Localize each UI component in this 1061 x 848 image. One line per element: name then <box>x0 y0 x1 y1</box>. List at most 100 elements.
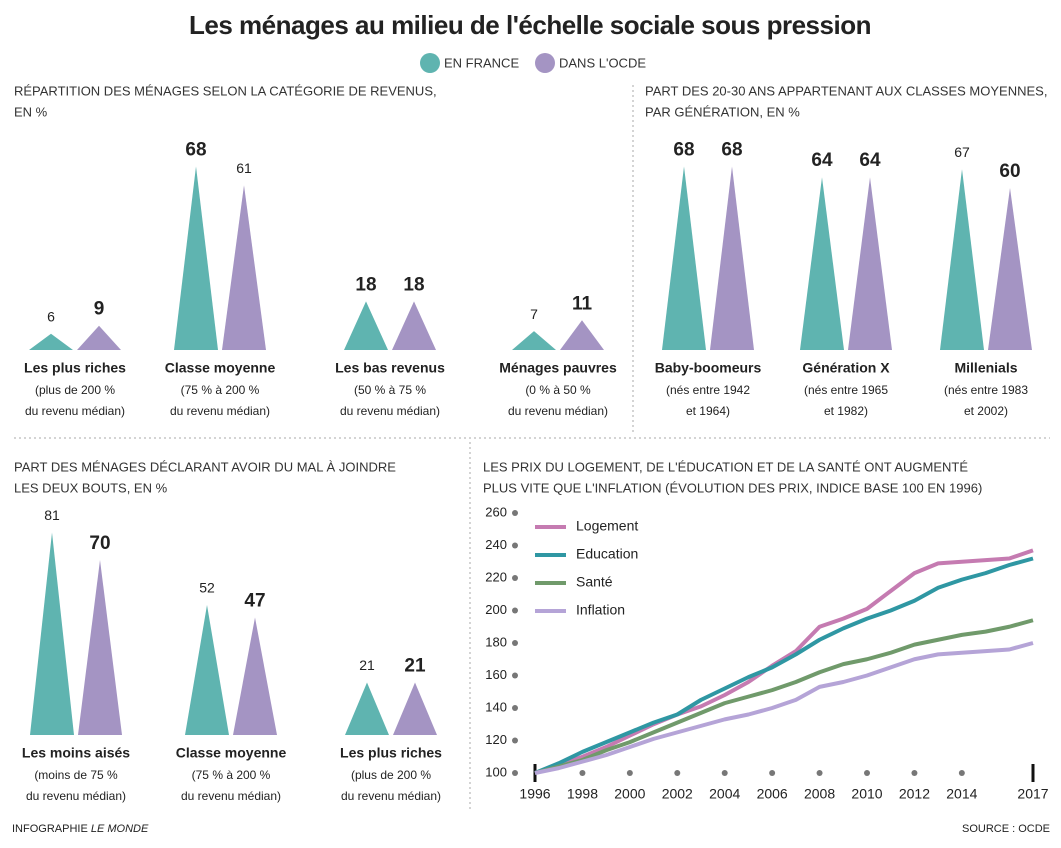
y-tick-label: 160 <box>485 667 507 682</box>
category-note: du revenu médian) <box>25 404 125 418</box>
legend-label: Education <box>576 546 638 562</box>
value-label: 60 <box>999 161 1020 182</box>
category-note: du revenu médian) <box>340 404 440 418</box>
y-tick <box>512 672 518 679</box>
y-tick <box>512 705 518 711</box>
value-label: 64 <box>811 150 833 171</box>
triangle <box>29 333 73 350</box>
value-label: 81 <box>44 507 60 523</box>
category-label: Les plus riches <box>24 360 126 376</box>
value-label: 18 <box>355 274 376 295</box>
triangle <box>344 301 388 350</box>
x-tick-label: 2017 <box>1017 786 1048 802</box>
x-tick-label: 2010 <box>851 786 882 802</box>
category-note: et 2002) <box>964 404 1008 418</box>
triangle <box>233 617 277 735</box>
chart-title: PAR GÉNÉRATION, EN % <box>645 104 800 119</box>
legend-label: EN FRANCE <box>444 55 519 70</box>
category-note: du revenu médian) <box>181 789 281 803</box>
x-tick <box>911 770 918 776</box>
x-tick <box>721 770 728 776</box>
credit-text: INFOGRAPHIE <box>12 823 91 835</box>
value-label: 67 <box>954 144 970 160</box>
series-line <box>534 548 1034 775</box>
legend-swatch <box>535 53 555 73</box>
value-label: 68 <box>721 139 742 160</box>
triangle <box>345 682 389 735</box>
credit-text: LE MONDE <box>91 823 149 835</box>
category-note: (nés entre 1983 <box>944 383 1028 397</box>
category-label: Les plus riches <box>340 745 442 761</box>
category-note: (plus de 200 % <box>351 768 431 782</box>
category-label: Ménages pauvres <box>499 360 617 376</box>
legend-swatch <box>420 53 440 73</box>
y-tick-label: 100 <box>485 764 507 779</box>
chart-title: PLUS VITE QUE L'INFLATION (ÉVOLUTION DES… <box>483 480 982 495</box>
x-tick-label: 2006 <box>757 786 788 802</box>
triangle <box>185 605 229 735</box>
y-tick <box>512 510 518 516</box>
x-tick <box>864 770 870 776</box>
value-label: 70 <box>89 533 110 554</box>
triangle <box>30 532 74 735</box>
series-line <box>534 556 1034 775</box>
category-label: Classe moyenne <box>176 745 287 761</box>
triangle <box>988 188 1032 350</box>
value-label: 52 <box>199 580 215 596</box>
y-tick <box>512 640 518 646</box>
triangle <box>940 169 984 350</box>
value-label: 6 <box>47 309 55 325</box>
y-tick-label: 200 <box>485 602 507 617</box>
value-label: 61 <box>236 160 252 176</box>
category-label: Classe moyenne <box>165 360 276 376</box>
triangle <box>662 166 706 350</box>
x-tick-label: 2000 <box>614 786 645 802</box>
triangle <box>393 682 437 735</box>
y-tick-label: 180 <box>485 634 507 649</box>
category-label: Génération X <box>802 360 890 376</box>
chart-title: RÉPARTITION DES MÉNAGES SELON LA CATÉGOR… <box>14 83 437 98</box>
category-note: (75 % à 200 % <box>192 768 271 782</box>
value-label: 18 <box>403 274 424 295</box>
x-tick-label: 2002 <box>662 786 693 802</box>
chart-title: PART DES MÉNAGES DÉCLARANT AVOIR DU MAL … <box>14 459 396 474</box>
y-tick <box>512 737 518 744</box>
value-label: 68 <box>673 139 694 160</box>
category-label: Les moins aisés <box>22 745 130 761</box>
legend-label: DANS L'OCDE <box>559 55 646 70</box>
category-note: (plus de 200 % <box>35 383 115 397</box>
x-tick <box>769 770 776 776</box>
category-note: (nés entre 1942 <box>666 383 750 397</box>
series-line <box>534 641 1034 775</box>
category-note: du revenu médian) <box>170 404 270 418</box>
x-tick <box>579 770 586 776</box>
value-label: 7 <box>530 306 538 322</box>
legend-label: Inflation <box>576 602 625 618</box>
x-tick <box>816 770 823 776</box>
category-note: (nés entre 1965 <box>804 383 888 397</box>
value-label: 9 <box>94 299 105 320</box>
category-note: (moins de 75 % <box>34 768 118 782</box>
category-label: Millenials <box>954 360 1017 376</box>
legend-label: Santé <box>576 574 613 590</box>
value-label: 47 <box>244 591 265 612</box>
y-tick <box>512 542 518 549</box>
x-tick-label: 1996 <box>519 786 550 802</box>
category-note: (75 % à 200 % <box>181 383 260 397</box>
category-label: Les bas revenus <box>335 360 445 376</box>
chart-title: LES DEUX BOUTS, EN % <box>14 480 168 495</box>
x-tick <box>958 770 965 776</box>
value-label: 64 <box>859 150 881 171</box>
category-note: et 1982) <box>824 404 868 418</box>
triangle <box>800 177 844 350</box>
category-note: du revenu médian) <box>341 789 441 803</box>
legend-label: Logement <box>576 518 638 534</box>
value-label: 21 <box>404 656 426 677</box>
y-tick-label: 220 <box>485 569 507 584</box>
category-note: et 1964) <box>686 404 730 418</box>
triangle <box>512 331 556 350</box>
category-note: (50 % à 75 % <box>354 383 426 397</box>
chart-title: EN % <box>14 104 48 119</box>
triangle <box>174 166 218 350</box>
